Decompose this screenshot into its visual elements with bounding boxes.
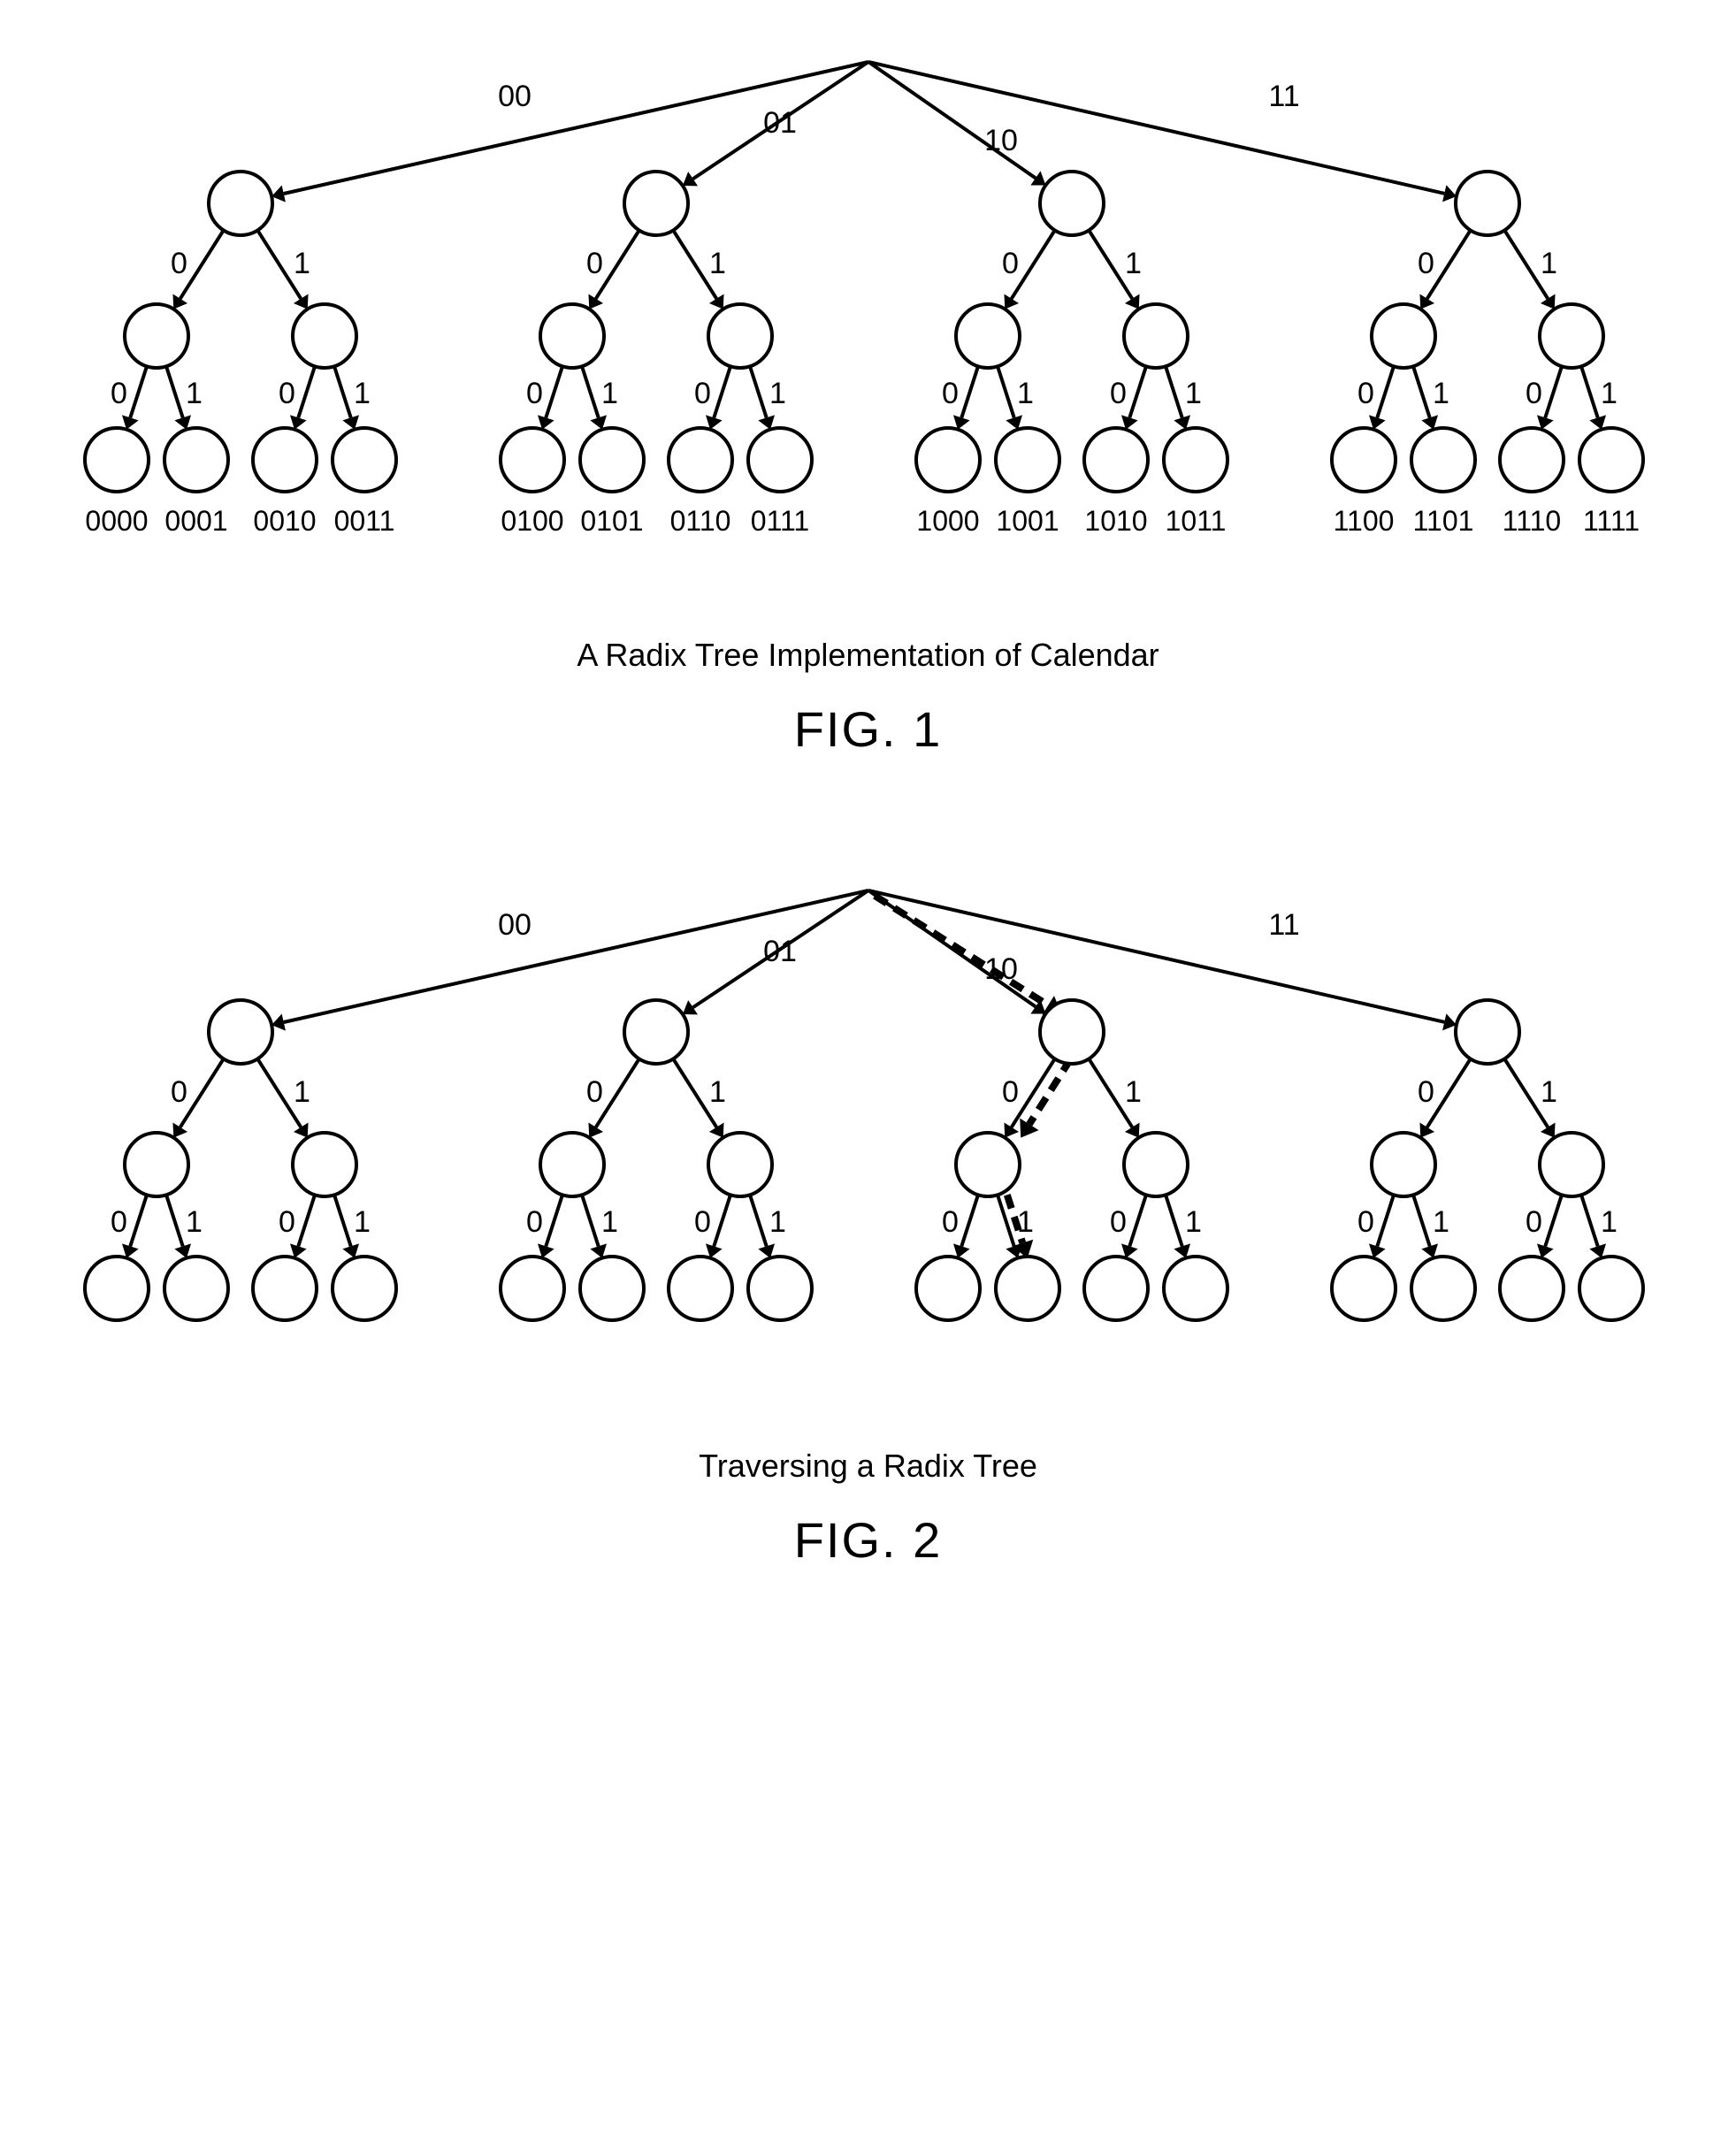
svg-text:1: 1 (294, 1075, 310, 1109)
svg-text:11: 11 (1268, 908, 1299, 942)
svg-text:1: 1 (354, 1205, 371, 1239)
svg-text:0001: 0001 (164, 505, 227, 537)
svg-text:0: 0 (111, 377, 127, 410)
svg-text:1: 1 (1601, 1205, 1617, 1239)
svg-text:11: 11 (1268, 80, 1299, 113)
figure-1-caption: A Radix Tree Implementation of Calendar (28, 637, 1709, 674)
svg-text:1: 1 (1433, 377, 1449, 410)
svg-text:10: 10 (984, 124, 1018, 157)
svg-text:0: 0 (1357, 1205, 1374, 1239)
svg-text:0: 0 (526, 377, 543, 410)
svg-text:0011: 0011 (333, 505, 394, 537)
svg-text:0: 0 (1110, 1205, 1127, 1239)
svg-text:1011: 1011 (1165, 505, 1226, 537)
svg-text:1: 1 (1185, 377, 1202, 410)
svg-text:1: 1 (1017, 377, 1034, 410)
svg-text:1: 1 (709, 1075, 726, 1109)
figure-2-label: FIG. 2 (28, 1511, 1709, 1569)
figure-2: 00011011010101010101010101010101 Travers… (28, 864, 1709, 1569)
svg-text:0: 0 (1526, 1205, 1542, 1239)
svg-text:0: 0 (942, 1205, 959, 1239)
tree-diagram-2: 00011011010101010101010101010101 (46, 864, 1691, 1412)
svg-text:1: 1 (601, 1205, 618, 1239)
svg-text:1101: 1101 (1412, 505, 1473, 537)
svg-text:1: 1 (186, 377, 203, 410)
svg-text:0100: 0100 (501, 505, 563, 537)
svg-text:0: 0 (1357, 377, 1374, 410)
svg-text:00: 00 (498, 80, 532, 113)
svg-text:0: 0 (942, 377, 959, 410)
svg-text:1: 1 (1433, 1205, 1449, 1239)
svg-text:1: 1 (1541, 1075, 1557, 1109)
svg-text:1: 1 (709, 247, 726, 280)
svg-text:1001: 1001 (996, 505, 1059, 537)
svg-text:1111: 1111 (1582, 505, 1639, 537)
svg-text:0101: 0101 (580, 505, 643, 537)
svg-text:0: 0 (279, 1205, 295, 1239)
figure-1: 0001101101010101010101010101010100000001… (28, 35, 1709, 758)
tree-diagram-1: 0001101101010101010101010101010100000001… (46, 35, 1691, 601)
svg-text:0: 0 (171, 247, 187, 280)
svg-text:0: 0 (279, 377, 295, 410)
svg-text:1100: 1100 (1333, 505, 1394, 537)
svg-text:1010: 1010 (1084, 505, 1147, 537)
svg-text:1: 1 (601, 377, 618, 410)
svg-text:1000: 1000 (916, 505, 979, 537)
svg-text:0111: 0111 (750, 505, 808, 537)
svg-text:0: 0 (1526, 377, 1542, 410)
svg-text:0: 0 (1110, 377, 1127, 410)
svg-text:1110: 1110 (1502, 505, 1560, 537)
svg-text:1: 1 (1541, 247, 1557, 280)
svg-text:1: 1 (1125, 247, 1142, 280)
svg-text:0: 0 (694, 377, 711, 410)
svg-text:0: 0 (1002, 1075, 1019, 1109)
svg-text:0: 0 (526, 1205, 543, 1239)
svg-text:0: 0 (586, 247, 603, 280)
svg-text:01: 01 (763, 106, 797, 140)
svg-text:1: 1 (769, 1205, 786, 1239)
svg-text:0010: 0010 (253, 505, 316, 537)
svg-text:0000: 0000 (85, 505, 148, 537)
svg-text:1: 1 (1185, 1205, 1202, 1239)
svg-text:1: 1 (294, 247, 310, 280)
svg-text:0: 0 (171, 1075, 187, 1109)
svg-text:0: 0 (1418, 1075, 1434, 1109)
svg-text:0: 0 (694, 1205, 711, 1239)
svg-text:0110: 0110 (669, 505, 730, 537)
svg-text:1: 1 (1125, 1075, 1142, 1109)
figure-2-caption: Traversing a Radix Tree (28, 1448, 1709, 1485)
svg-text:00: 00 (498, 908, 532, 942)
figure-1-label: FIG. 1 (28, 700, 1709, 758)
svg-text:1: 1 (354, 377, 371, 410)
svg-text:0: 0 (111, 1205, 127, 1239)
svg-text:1: 1 (186, 1205, 203, 1239)
svg-text:0: 0 (1418, 247, 1434, 280)
svg-text:01: 01 (763, 935, 797, 968)
svg-text:1: 1 (1601, 377, 1617, 410)
svg-text:0: 0 (1002, 247, 1019, 280)
svg-text:1: 1 (769, 377, 786, 410)
svg-text:0: 0 (586, 1075, 603, 1109)
